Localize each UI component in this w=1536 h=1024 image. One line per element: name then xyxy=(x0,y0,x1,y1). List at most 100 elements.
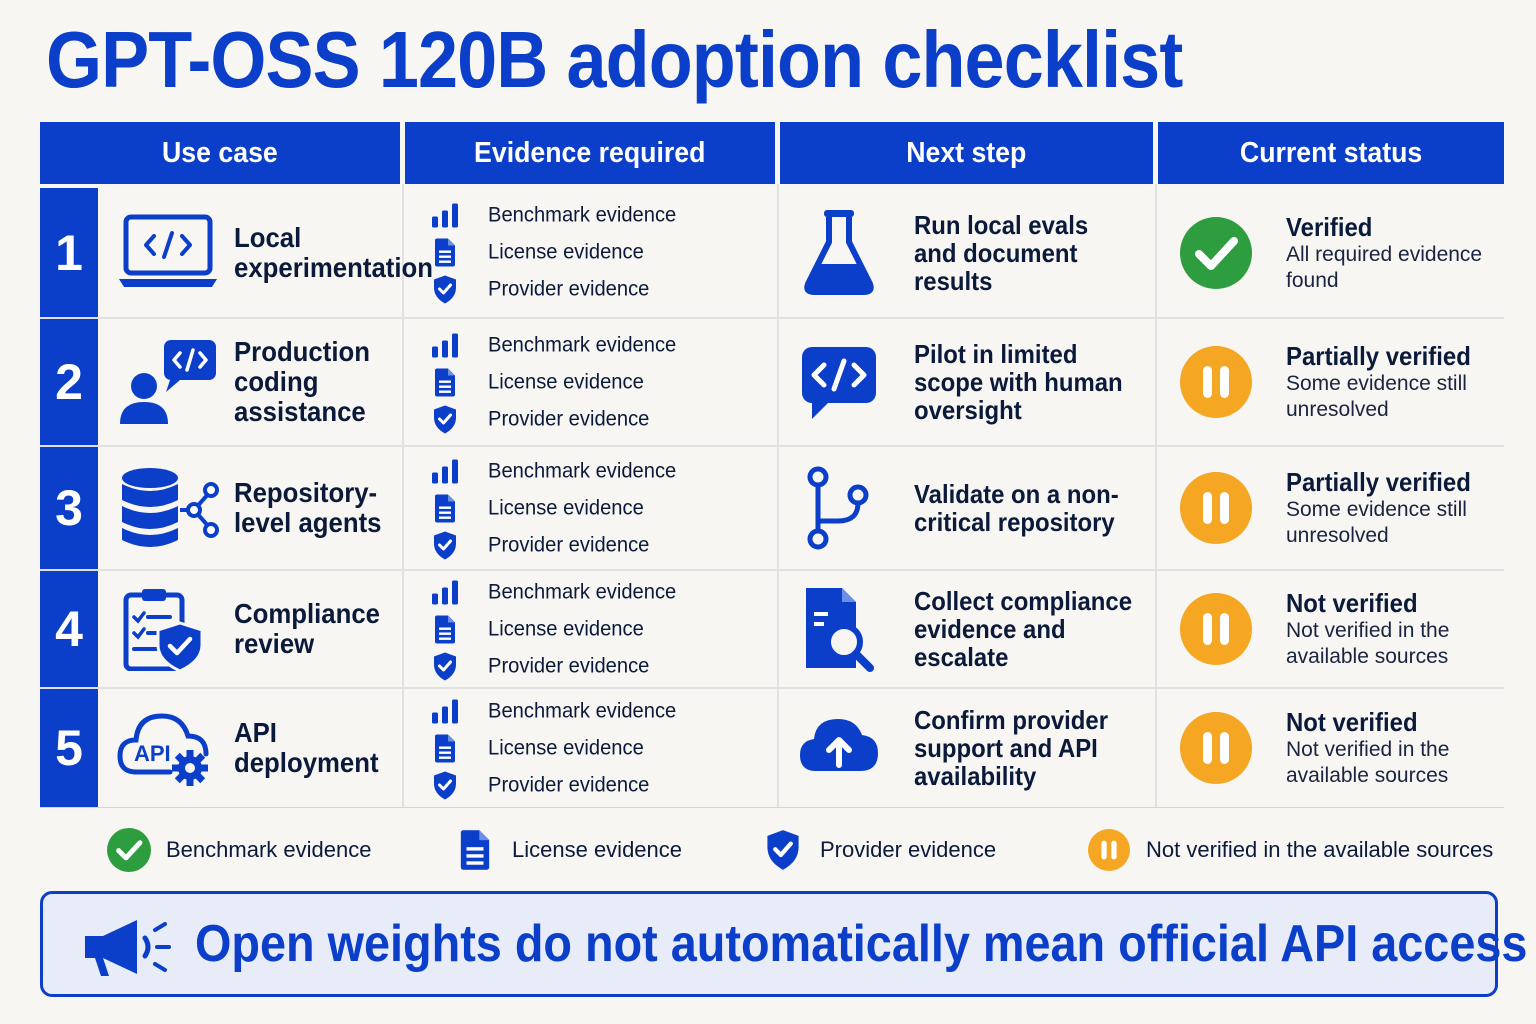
evidence-item-provider: Provider evidence xyxy=(430,527,790,564)
bar-chart-icon xyxy=(430,697,460,725)
column-divider xyxy=(402,184,404,808)
document-icon xyxy=(452,827,498,873)
column-divider xyxy=(1155,184,1157,808)
evidence-list: Benchmark evidence License evidence Prov… xyxy=(430,574,790,685)
svg-text:API: API xyxy=(134,741,171,766)
status-subtitle: All required evidence found xyxy=(1286,242,1483,292)
flask-icon xyxy=(798,208,880,298)
header-current-status: Current status xyxy=(1158,122,1504,184)
evidence-item-license: License evidence xyxy=(430,730,790,767)
row-number: 3 xyxy=(40,447,98,569)
table-row: 2 Production coding assistance Benchmark… xyxy=(40,319,1504,447)
document-icon xyxy=(430,368,460,396)
evidence-list: Benchmark evidence License evidence Prov… xyxy=(430,693,790,804)
status-subtitle: Some evidence still unresolved xyxy=(1286,372,1467,421)
status-title: Partially verified xyxy=(1286,467,1471,497)
use-case-label: Production coding assistance xyxy=(234,336,370,427)
legend: Benchmark evidence License evidence Prov… xyxy=(40,824,1504,876)
api-cloud-gear-icon: API xyxy=(116,706,220,790)
table-row: 4 Compliance review Benchmark evidence L… xyxy=(40,571,1504,689)
status-block: Partially verified Some evidence still u… xyxy=(1286,341,1496,423)
shield-check-icon xyxy=(430,405,460,433)
status-subtitle: Some evidence still unresolved xyxy=(1286,498,1467,547)
status-block: Not verified Not verified in the availab… xyxy=(1286,588,1496,670)
table-row: 1 Local experimentation Benchmark eviden… xyxy=(40,188,1504,319)
document-icon xyxy=(430,239,460,267)
check-circle-icon xyxy=(1180,217,1252,289)
evidence-list: Benchmark evidence License evidence Prov… xyxy=(430,453,790,564)
callout-banner: Open weights do not automatically mean o… xyxy=(40,891,1527,997)
megaphone-icon xyxy=(81,916,173,978)
legend-item-license: License evidence xyxy=(452,824,682,876)
use-case-label: API deployment xyxy=(234,717,379,778)
pause-circle-icon xyxy=(1180,712,1252,784)
status-title: Not verified xyxy=(1286,707,1418,737)
cloud-upload-icon xyxy=(798,703,880,793)
header-evidence-required: Evidence required xyxy=(405,122,775,184)
evidence-item-provider: Provider evidence xyxy=(430,401,790,438)
row-number: 2 xyxy=(40,319,98,445)
document-icon xyxy=(430,734,460,762)
table-row: 3 Repository-level agents Benchmark evid… xyxy=(40,447,1504,571)
status-block: Partially verified Some evidence still u… xyxy=(1286,467,1496,549)
clipboard-shield-icon xyxy=(116,587,220,673)
status-subtitle: Not verified in the available sources xyxy=(1286,738,1450,787)
pause-circle-icon xyxy=(1180,346,1252,418)
shield-check-icon xyxy=(430,531,460,559)
shield-check-icon xyxy=(430,276,460,304)
evidence-item-provider: Provider evidence xyxy=(430,767,790,804)
document-icon xyxy=(430,494,460,522)
status-title: Not verified xyxy=(1286,588,1418,618)
header-use-case: Use case xyxy=(40,122,400,184)
header-next-step: Next step xyxy=(780,122,1153,184)
page-title: GPT-OSS 120B adoption checklist xyxy=(46,15,1183,104)
database-network-icon xyxy=(116,466,220,550)
user-code-bubble-icon xyxy=(116,340,220,424)
check-circle-icon xyxy=(106,827,152,873)
document-search-icon xyxy=(798,584,880,674)
evidence-item-benchmark: Benchmark evidence xyxy=(430,197,790,234)
callout-text: Open weights do not automatically mean o… xyxy=(195,915,1528,973)
next-step-label: Collect compliance evidence and escalate xyxy=(914,586,1133,672)
table-row: 5 API API deployme xyxy=(40,689,1504,808)
bar-chart-icon xyxy=(430,331,460,359)
bar-chart-icon xyxy=(430,202,460,230)
evidence-list: Benchmark evidence License evidence Prov… xyxy=(430,197,790,308)
use-case-label: Compliance review xyxy=(234,598,381,659)
evidence-item-license: License evidence xyxy=(430,490,790,527)
bar-chart-icon xyxy=(430,578,460,606)
row-number: 1 xyxy=(40,188,98,317)
legend-item-benchmark: Benchmark evidence xyxy=(106,824,371,876)
pause-circle-icon xyxy=(1086,827,1132,873)
evidence-item-benchmark: Benchmark evidence xyxy=(430,453,790,490)
bar-chart-icon xyxy=(430,457,460,485)
evidence-item-license: License evidence xyxy=(430,364,790,401)
status-title: Partially verified xyxy=(1286,341,1471,371)
status-title: Verified xyxy=(1286,211,1373,242)
laptop-code-icon xyxy=(116,211,220,295)
legend-item-provider: Provider evidence xyxy=(760,824,996,876)
next-step-label: Run local evals and document results xyxy=(914,209,1089,296)
column-divider xyxy=(777,184,779,808)
evidence-item-provider: Provider evidence xyxy=(430,271,790,308)
row-number: 5 xyxy=(40,689,98,807)
use-case-label: Repository-level agents xyxy=(234,477,382,538)
next-step-label: Pilot in limited scope with human oversi… xyxy=(914,339,1123,425)
status-block: Verified All required evidence found xyxy=(1286,212,1496,294)
checklist-table: Use case Evidence required Next step Cur… xyxy=(40,122,1504,808)
evidence-item-benchmark: Benchmark evidence xyxy=(430,693,790,730)
pause-circle-icon xyxy=(1180,593,1252,665)
evidence-item-provider: Provider evidence xyxy=(430,648,790,685)
use-case-label: Local experimentation xyxy=(234,221,433,283)
evidence-item-benchmark: Benchmark evidence xyxy=(430,574,790,611)
legend-item-not-verified: Not verified in the available sources xyxy=(1086,824,1493,876)
pause-circle-icon xyxy=(1180,472,1252,544)
status-block: Not verified Not verified in the availab… xyxy=(1286,707,1496,789)
git-branch-icon xyxy=(798,463,880,553)
status-subtitle: Not verified in the available sources xyxy=(1286,619,1450,668)
evidence-item-license: License evidence xyxy=(430,234,790,271)
code-bubble-icon xyxy=(798,337,880,427)
next-step-label: Confirm provider support and API availab… xyxy=(914,705,1109,791)
evidence-item-benchmark: Benchmark evidence xyxy=(430,327,790,364)
shield-check-icon xyxy=(430,771,460,799)
